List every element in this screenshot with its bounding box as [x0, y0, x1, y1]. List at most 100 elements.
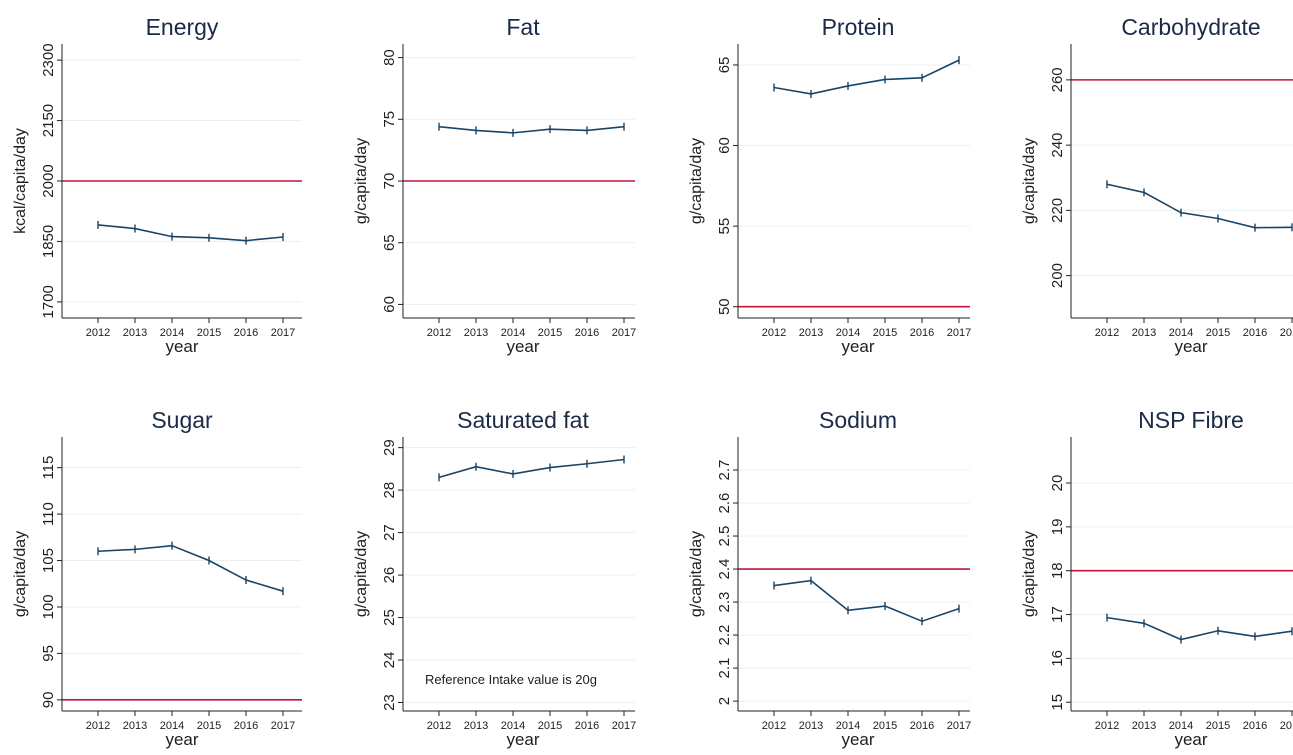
y-tick-label: 2.7: [716, 460, 733, 481]
panel-title: Energy: [146, 14, 219, 40]
y-tick-label: 1850: [40, 225, 57, 258]
x-tick-label: 2017: [1280, 327, 1293, 339]
series-line: [97, 224, 284, 242]
x-tick-label: 2016: [910, 327, 934, 339]
x-tick-label: 2012: [427, 720, 451, 732]
y-axis-label: g/capita/day: [353, 531, 370, 617]
x-tick-label: 2012: [1095, 720, 1119, 732]
x-tick-label: 2015: [1206, 720, 1230, 732]
x-tick-label: 2015: [197, 327, 221, 339]
chart-panel-energy: 1700 1850 2000 2150 2300 2012 2013 2014 2015 2016…: [12, 14, 302, 356]
chart-panel-nsp-fibre: 15 16 17 18 19 20 2012 2013 2014 2015 2016 2017 NSP …: [1021, 407, 1293, 749]
y-tick-label: 2.5: [716, 526, 733, 547]
y-tick-label: 55: [716, 218, 733, 235]
y-tick-label: 28: [381, 482, 398, 499]
y-tick-label: 95: [40, 645, 57, 662]
y-tick-label: 16: [1049, 650, 1066, 667]
y-axis-label: g/capita/day: [688, 138, 705, 224]
x-tick-label: 2013: [799, 720, 823, 732]
y-tick-label: 19: [1049, 519, 1066, 536]
x-tick-label: 2014: [501, 327, 525, 339]
x-tick-label: 2017: [271, 327, 295, 339]
y-tick-label: 2.1: [716, 658, 733, 679]
series-line: [438, 125, 625, 134]
x-tick-label: 2017: [271, 720, 295, 732]
y-axis-label: kcal/capita/day: [12, 128, 29, 234]
series-line: [97, 544, 284, 592]
series-line: [1106, 616, 1293, 641]
y-tick-label: 65: [381, 234, 398, 251]
y-tick-label: 105: [40, 548, 57, 573]
x-tick-label: 2016: [1243, 327, 1267, 339]
x-tick-label: 2015: [538, 327, 562, 339]
x-tick-label: 2017: [947, 720, 971, 732]
y-tick-label: 2300: [40, 43, 57, 76]
y-tick-label: 90: [40, 692, 57, 709]
chart-panel-carbohydrate: 200 220 240 260 2012 2013 2014 2015 2016 2017 Carb…: [1021, 14, 1293, 356]
x-tick-label: 2012: [86, 327, 110, 339]
x-tick-label: 2016: [234, 720, 258, 732]
y-tick-label: 26: [381, 567, 398, 584]
x-tick-label: 2016: [575, 720, 599, 732]
y-tick-label: 2.4: [716, 559, 733, 580]
series-line: [773, 579, 960, 623]
x-tick-label: 2012: [427, 327, 451, 339]
x-tick-label: 2012: [86, 720, 110, 732]
x-tick-label: 2015: [197, 720, 221, 732]
y-tick-label: 27: [381, 524, 398, 541]
x-tick-label: 2013: [1132, 720, 1156, 732]
x-tick-label: 2012: [762, 720, 786, 732]
y-tick-label: 65: [716, 57, 733, 74]
y-tick-label: 70: [381, 173, 398, 190]
x-tick-label: 2013: [464, 327, 488, 339]
x-tick-label: 2016: [910, 720, 934, 732]
x-axis-label: year: [841, 730, 874, 749]
y-tick-label: 60: [716, 137, 733, 154]
y-tick-label: 50: [716, 298, 733, 315]
x-tick-label: 2015: [1206, 327, 1230, 339]
y-tick-label: 260: [1049, 67, 1066, 92]
y-tick-label: 15: [1049, 694, 1066, 711]
series-line: [773, 59, 960, 95]
series-line: [438, 458, 625, 479]
y-axis-label: g/capita/day: [1021, 531, 1038, 617]
y-tick-label: 240: [1049, 133, 1066, 158]
y-tick-label: 2.6: [716, 493, 733, 514]
y-axis-label: g/capita/day: [353, 138, 370, 224]
x-tick-label: 2013: [123, 327, 147, 339]
y-tick-label: 60: [381, 296, 398, 313]
x-axis-label: year: [841, 337, 874, 356]
panel-title: Saturated fat: [457, 407, 589, 433]
x-tick-label: 2016: [234, 327, 258, 339]
x-tick-label: 2013: [799, 327, 823, 339]
y-tick-label: 80: [381, 49, 398, 66]
panel-title: Sodium: [819, 407, 897, 433]
chart-panel-fat: 60 65 70 75 80 2012 2013 2014 2015 2016 2017 Fat yea…: [353, 14, 636, 356]
annotation: Reference Intake value is 20g: [425, 672, 597, 687]
y-tick-label: 220: [1049, 198, 1066, 223]
y-tick-label: 2.3: [716, 592, 733, 613]
panel-title: Sugar: [151, 407, 213, 433]
x-tick-label: 2012: [1095, 327, 1119, 339]
x-tick-label: 2016: [575, 327, 599, 339]
x-axis-label: year: [165, 337, 198, 356]
chart-panel-sodium: 2 2.1 2.2 2.3 2.4 2.5 2.6 2.7 2012 2013 2014 2015 20…: [688, 407, 971, 749]
y-tick-label: 100: [40, 594, 57, 619]
y-tick-label: 20: [1049, 475, 1066, 492]
y-tick-label: 24: [381, 652, 398, 669]
y-tick-label: 115: [40, 456, 57, 480]
chart-panel-protein: 50 55 60 65 2012 2013 2014 2015 2016 2017 Protein y…: [688, 14, 971, 356]
x-tick-label: 2017: [612, 327, 636, 339]
y-tick-label: 25: [381, 609, 398, 626]
x-tick-label: 2015: [873, 327, 897, 339]
x-tick-label: 2015: [538, 720, 562, 732]
y-tick-label: 110: [40, 502, 57, 526]
panel-title: Protein: [822, 14, 895, 40]
y-tick-label: 18: [1049, 562, 1066, 579]
x-axis-label: year: [1174, 337, 1207, 356]
x-axis-label: year: [165, 730, 198, 749]
x-tick-label: 2015: [873, 720, 897, 732]
x-tick-label: 2013: [123, 720, 147, 732]
x-tick-label: 2017: [1280, 720, 1293, 732]
